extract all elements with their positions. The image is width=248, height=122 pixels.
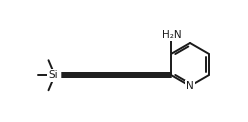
Text: N: N (186, 81, 194, 91)
Text: H₂N: H₂N (161, 30, 181, 40)
Text: Si: Si (48, 70, 58, 80)
